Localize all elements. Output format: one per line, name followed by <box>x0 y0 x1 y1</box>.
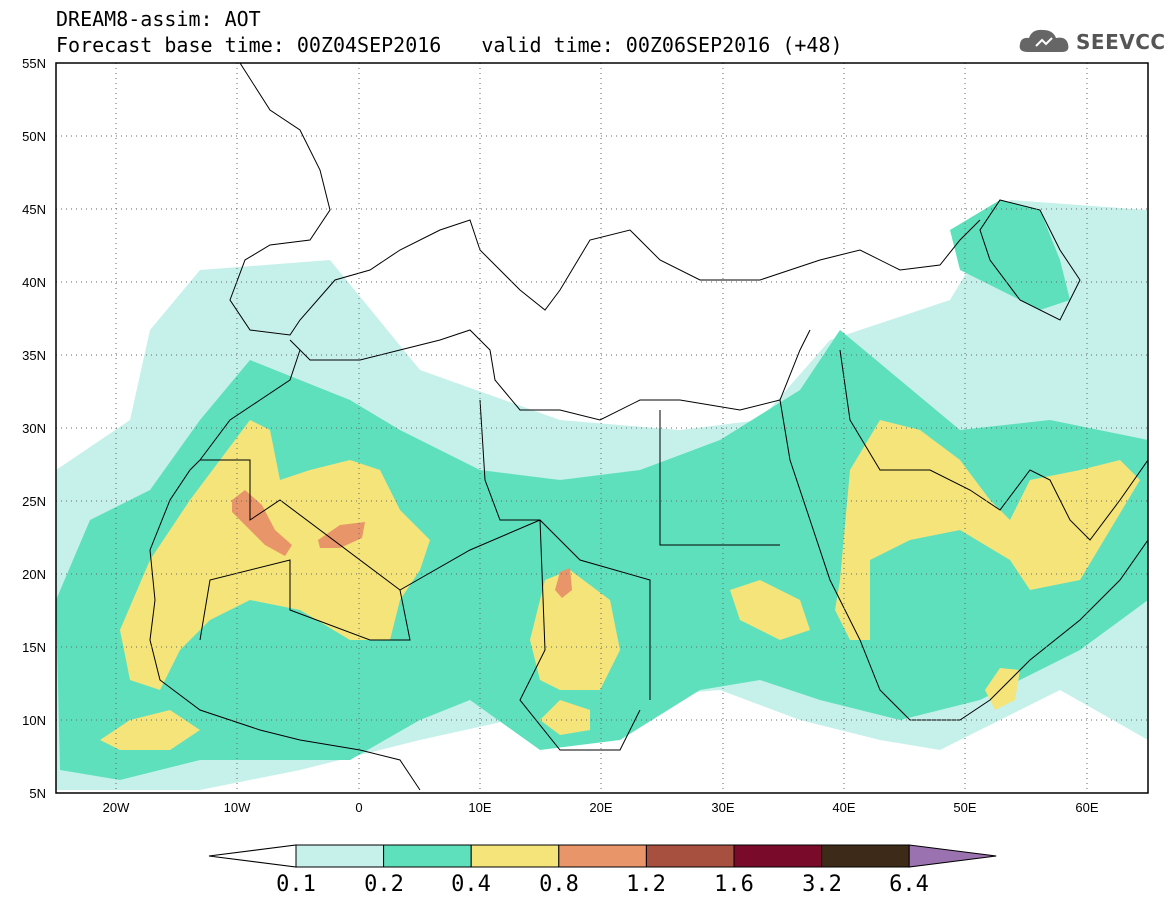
seevccc-logo: SEEVCCC <box>1018 26 1165 56</box>
colorbar-segment <box>383 844 472 868</box>
valid-time: valid time: 00Z06SEP2016 (+48) <box>481 33 843 57</box>
lat-tick: 10N <box>22 713 46 728</box>
lon-tick: 10E <box>468 800 491 815</box>
lat-tick: 20N <box>22 567 46 582</box>
map-title: DREAM8-assim: AOT <box>56 7 261 31</box>
colorbar-segment <box>470 844 560 868</box>
colorbar-label: 0.2 <box>364 872 404 897</box>
colorbar-label: 1.6 <box>714 872 754 897</box>
colorbar-label: 0.4 <box>451 872 491 897</box>
lon-tick: 30E <box>711 800 734 815</box>
lat-tick: 40N <box>22 275 46 290</box>
grid <box>56 63 1148 793</box>
lat-tick: 55N <box>22 56 46 71</box>
colorbar-label: 0.8 <box>539 872 579 897</box>
lat-tick: 35N <box>22 348 46 363</box>
colorbar-label: 1.2 <box>626 872 666 897</box>
colorbar-segment <box>558 844 647 868</box>
lat-tick: 45N <box>22 202 46 217</box>
cloud-icon <box>1019 29 1069 52</box>
colorbar-segment <box>821 844 910 868</box>
logo-text: SEEVCCC <box>1076 30 1165 54</box>
lon-tick: 20W <box>103 800 130 815</box>
lon-ticks: 20W 10W 0 10E 20E 30E 40E 50E 60E <box>103 800 1099 815</box>
lat-ticks: 55N 50N 45N 40N 35N 30N 25N 20N 15N 10N … <box>22 56 46 801</box>
colorbar-label: 3.2 <box>802 872 842 897</box>
colorbar-segment <box>645 844 735 868</box>
map-frame <box>55 62 1149 794</box>
lat-tick: 50N <box>22 129 46 144</box>
colorbar-over-arrow <box>908 844 997 868</box>
lon-tick: 50E <box>953 800 976 815</box>
colorbar-label: 6.4 <box>889 872 929 897</box>
lat-tick: 25N <box>22 494 46 509</box>
coastlines <box>149 63 1148 791</box>
lon-tick: 40E <box>832 800 855 815</box>
lon-tick: 20E <box>589 800 612 815</box>
colorbar-segment <box>733 844 823 868</box>
colorbar-label: 0.1 <box>276 872 316 897</box>
base-time: Forecast base time: 00Z04SEP2016 <box>56 33 442 57</box>
colorbar-segment <box>295 844 385 868</box>
lat-tick: 30N <box>22 421 46 436</box>
lat-tick: 15N <box>22 640 46 655</box>
lon-tick: 10W <box>224 800 251 815</box>
aot-field <box>56 200 1148 790</box>
time-info: Forecast base time: 00Z04SEP2016 valid ti… <box>56 34 843 56</box>
lon-tick: 0 <box>355 800 362 815</box>
lat-tick: 5N <box>29 786 46 801</box>
lon-tick: 60E <box>1075 800 1098 815</box>
colorbar-under-arrow <box>208 844 297 868</box>
colorbar <box>208 844 997 868</box>
